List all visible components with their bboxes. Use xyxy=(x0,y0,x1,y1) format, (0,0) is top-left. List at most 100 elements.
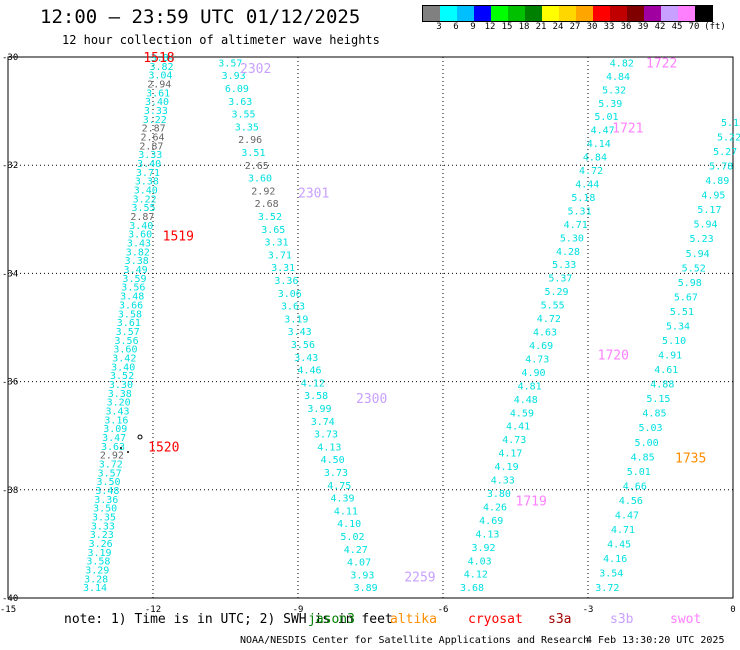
color-scale-swatch xyxy=(559,6,576,21)
swh-value-label: 2.87 xyxy=(142,124,166,135)
swh-value-label: 4.13 xyxy=(317,442,341,453)
swh-value-label: 4.91 xyxy=(658,351,682,362)
swh-value-label: 3.38 xyxy=(135,177,159,188)
swh-value-label: 4.07 xyxy=(347,558,371,569)
swh-value-label: 3.35 xyxy=(235,122,259,133)
swh-value-label: 3.36 xyxy=(94,495,118,506)
swh-value-label: 4.73 xyxy=(502,435,526,446)
y-tick-label: -38 xyxy=(2,486,18,496)
swh-value-label: 5.67 xyxy=(674,292,698,303)
swh-value-label: 3.72 xyxy=(595,583,619,594)
pass-time-label: 1720 xyxy=(598,349,629,364)
swh-value-label: 3.57 xyxy=(218,58,242,69)
color-scale-label: 36 xyxy=(620,22,632,32)
swh-value-label: 5.15 xyxy=(646,394,670,405)
swh-value-label: 3.50 xyxy=(93,504,117,515)
color-scale-label: 45 xyxy=(671,22,683,32)
swh-value-label: 4.03 xyxy=(468,556,492,567)
swh-value-label: 4.50 xyxy=(321,455,345,466)
swh-value-label: 3.55 xyxy=(131,203,155,214)
swh-value-label: 3.60 xyxy=(248,174,272,185)
swh-value-label: 4.84 xyxy=(606,72,630,83)
swh-value-label: 3.43 xyxy=(127,239,151,250)
swh-value-label: 6.09 xyxy=(225,84,249,95)
swh-value-label: 4.85 xyxy=(642,409,666,420)
swh-value-label: 4.17 xyxy=(498,449,522,460)
swh-value-label: 4.73 xyxy=(525,354,549,365)
swh-value-label: 3.56 xyxy=(121,283,145,294)
swh-value-label: 3.33 xyxy=(91,521,115,532)
swh-value-label: 5.00 xyxy=(635,438,659,449)
swh-value-label: 4.71 xyxy=(564,220,588,231)
satellite-legend-jason3: jason3 xyxy=(308,612,355,627)
swh-value-label: 3.82 xyxy=(149,62,173,73)
swh-value-label: 2.94 xyxy=(147,80,171,91)
swh-value-label: 4.10 xyxy=(337,519,361,530)
swh-value-label: 3.38 xyxy=(125,256,149,267)
swh-value-label: 4.28 xyxy=(556,247,580,258)
color-scale-swatch xyxy=(644,6,661,21)
swh-value-label: 3.09 xyxy=(103,424,127,435)
swh-value-label: 4.26 xyxy=(483,502,507,513)
swh-value-label: 2.68 xyxy=(255,199,279,210)
swh-value-label: 3.93 xyxy=(350,570,374,581)
color-scale-label: 33 xyxy=(603,22,615,32)
swh-value-label: 4.16 xyxy=(603,554,627,565)
swh-value-label: 4.90 xyxy=(521,368,545,379)
swh-value-label: 3.58 xyxy=(118,309,142,320)
satellite-legend-altika: altika xyxy=(390,612,437,627)
swh-value-label: 5.01 xyxy=(594,112,618,123)
page-subtitle: 12 hour collection of altimeter wave hei… xyxy=(62,33,380,47)
swh-value-label: 4.71 xyxy=(611,525,635,536)
swh-value-label: 3.55 xyxy=(231,110,255,121)
swh-value-label: 5.22 xyxy=(717,132,740,143)
color-scale-label: 39 xyxy=(637,22,649,32)
swh-value-label: 5.37 xyxy=(548,274,572,285)
swh-value-label: 3.56 xyxy=(291,340,315,351)
swh-value-label: 3.72 xyxy=(99,459,123,470)
swh-value-label: 3.31 xyxy=(271,263,295,274)
swh-value-label: 3.63 xyxy=(281,302,305,313)
swh-value-label: 2.92 xyxy=(100,451,124,462)
color-scale-label: 27 xyxy=(569,22,581,32)
swh-value-label: 3.40 xyxy=(129,221,153,232)
swh-value-label: 3.30 xyxy=(109,380,133,391)
swh-value-label: 4.39 xyxy=(331,494,355,505)
swh-value-label: 3.23 xyxy=(90,530,114,541)
island-mark xyxy=(120,447,122,449)
color-scale-bar xyxy=(422,5,713,22)
swh-value-label: 3.19 xyxy=(87,548,111,559)
swh-value-label: 2.96 xyxy=(238,135,262,146)
swh-value-label: 4.46 xyxy=(298,366,322,377)
swh-value-label: 3.57 xyxy=(98,468,122,479)
color-scale-label: 42 xyxy=(654,22,666,32)
swh-value-label: 5.13 xyxy=(721,118,740,129)
swh-value-label: 3.84 xyxy=(151,53,175,64)
swh-value-label: 3.48 xyxy=(95,486,119,497)
swh-value-label: 5.55 xyxy=(541,301,565,312)
swh-value-label: 4.72 xyxy=(579,166,603,177)
pass-time-label: 1722 xyxy=(646,56,677,71)
swh-value-label: 4.27 xyxy=(344,545,368,556)
swh-value-label: 3.74 xyxy=(311,417,335,428)
swh-value-label: 4.72 xyxy=(537,314,561,325)
swh-value-label: 4.88 xyxy=(650,380,674,391)
swh-value-label: 5.52 xyxy=(682,263,706,274)
pass-time-label: 1719 xyxy=(516,495,547,510)
swh-value-label: 5.94 xyxy=(686,249,710,260)
satellite-legend-s3a: s3a xyxy=(548,612,572,627)
swh-value-label: 3.73 xyxy=(324,468,348,479)
color-scale-swatch xyxy=(610,6,627,21)
y-tick-label: -36 xyxy=(2,378,18,388)
island-mark xyxy=(137,434,143,440)
color-scale-swatch xyxy=(525,6,542,21)
swh-value-label: 3.93 xyxy=(222,71,246,82)
swh-value-label: 5.27 xyxy=(713,147,737,158)
swh-value-label: 4.47 xyxy=(591,126,615,137)
footer-credit: NOAA/NESDIS Center for Satellite Applica… xyxy=(240,635,590,646)
swh-value-label: 4.95 xyxy=(701,191,725,202)
swh-value-label: 5.18 xyxy=(571,193,595,204)
swh-value-label: 4.48 xyxy=(514,395,538,406)
